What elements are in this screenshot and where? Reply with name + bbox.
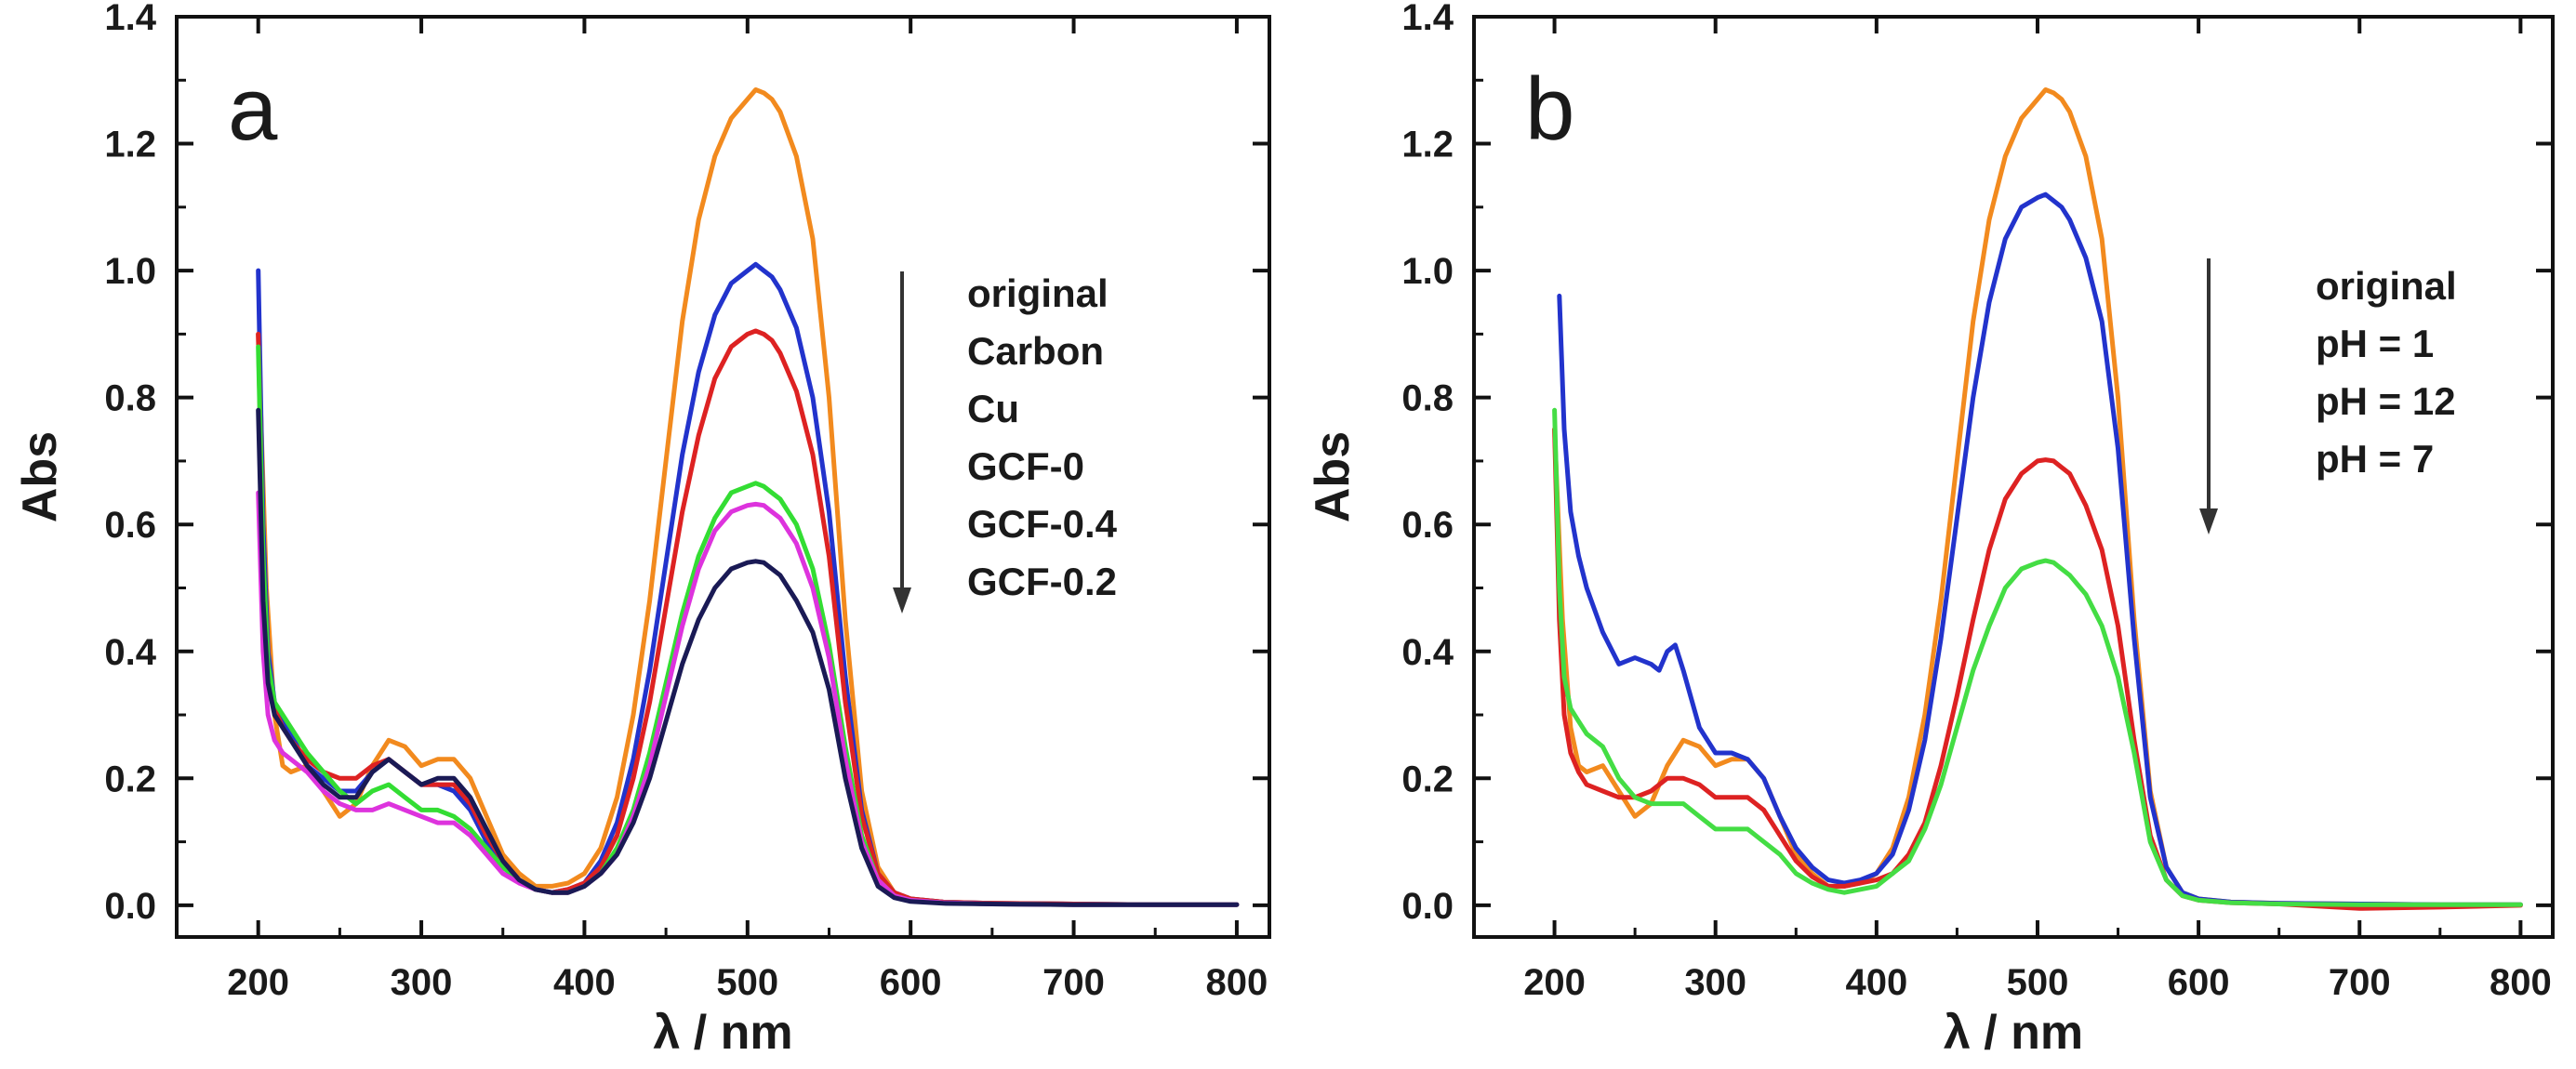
y-tick-label: 0.6 xyxy=(104,505,156,546)
series-line-original xyxy=(256,87,1240,907)
x-tick-label: 800 xyxy=(1206,962,1268,1003)
x-tick-label: 200 xyxy=(1523,962,1586,1003)
y-tick-label: 1.2 xyxy=(104,125,156,165)
series-line-ph-12 xyxy=(1552,427,2523,911)
y-tick-label: 0.0 xyxy=(104,886,156,927)
series-line-ph-7 xyxy=(1552,407,2523,907)
x-axis-title: λ / nm xyxy=(1944,1006,2083,1060)
y-tick-label: 0.2 xyxy=(104,759,156,799)
x-tick-label: 700 xyxy=(2329,962,2391,1003)
y-tick-label: 0.4 xyxy=(1401,632,1454,673)
series-line-cu xyxy=(256,328,1240,907)
x-tick-label: 500 xyxy=(716,962,778,1003)
x-axis-title: λ / nm xyxy=(653,1006,792,1060)
y-tick-label: 0.6 xyxy=(1401,505,1454,546)
legend-entry: pH = 7 xyxy=(2316,437,2434,481)
legend-entry: GCF-0.4 xyxy=(967,502,1118,546)
x-tick-label: 700 xyxy=(1042,962,1105,1003)
y-tick-label: 0.8 xyxy=(104,378,156,419)
x-tick-label: 300 xyxy=(391,962,453,1003)
y-tick-label: 0.0 xyxy=(1401,886,1454,927)
panel-label: a xyxy=(228,59,278,159)
legend-entry: GCF-0 xyxy=(967,444,1084,488)
plot-frame xyxy=(175,15,1271,939)
legend-entry: pH = 1 xyxy=(2316,322,2434,365)
panel-label: b xyxy=(1525,59,1574,159)
series-line-ph-1 xyxy=(1557,191,2523,907)
series-group xyxy=(1552,87,2523,911)
x-tick-label: 400 xyxy=(1845,962,1907,1003)
y-tick-label: 0.8 xyxy=(1401,378,1454,419)
x-tick-label: 400 xyxy=(553,962,616,1003)
legend-entry: pH = 12 xyxy=(2316,379,2456,423)
legend-entry: original xyxy=(967,271,1109,315)
y-tick-label: 0.2 xyxy=(1401,759,1454,799)
legend-entry: Carbon xyxy=(967,329,1104,373)
series-line-gcf-0 xyxy=(256,344,1240,907)
legend-entry: Cu xyxy=(967,387,1019,430)
series-group xyxy=(256,87,1240,907)
y-tick-label: 1.4 xyxy=(1401,0,1454,38)
y-tick-label: 1.4 xyxy=(104,0,156,38)
y-tick-label: 1.0 xyxy=(1401,251,1454,292)
legend-entry: original xyxy=(2316,264,2457,308)
x-tick-label: 300 xyxy=(1684,962,1746,1003)
panel-a: 200 300 400 500 600 700 800 0.0 0.2 0.4 0.6 0.8 1.0 1… xyxy=(13,0,1271,1060)
legend-arrow-head xyxy=(893,587,911,614)
y-tick-label: 0.4 xyxy=(104,632,156,673)
legend-arrow-head xyxy=(2199,508,2218,534)
y-tick-label: 1.2 xyxy=(1401,125,1454,165)
x-tick-label: 600 xyxy=(880,962,942,1003)
legend-entry: GCF-0.2 xyxy=(967,560,1117,603)
x-tick-label: 200 xyxy=(227,962,289,1003)
series-line-gcf-0-4 xyxy=(256,490,1240,907)
panel-b: 200 300 400 500 600 700 800 0.0 0.2 0.4 0.6 0.8 1.0 1… xyxy=(1306,0,2555,1060)
x-tick-label: 600 xyxy=(2168,962,2230,1003)
series-line-gcf-0-2 xyxy=(256,407,1240,907)
plot-frame xyxy=(1472,15,2555,939)
y-axis-title: Abs xyxy=(13,431,67,522)
x-tick-label: 800 xyxy=(2490,962,2552,1003)
y-axis-title: Abs xyxy=(1306,431,1360,522)
x-tick-label: 500 xyxy=(2007,962,2069,1003)
y-tick-label: 1.0 xyxy=(104,251,156,292)
